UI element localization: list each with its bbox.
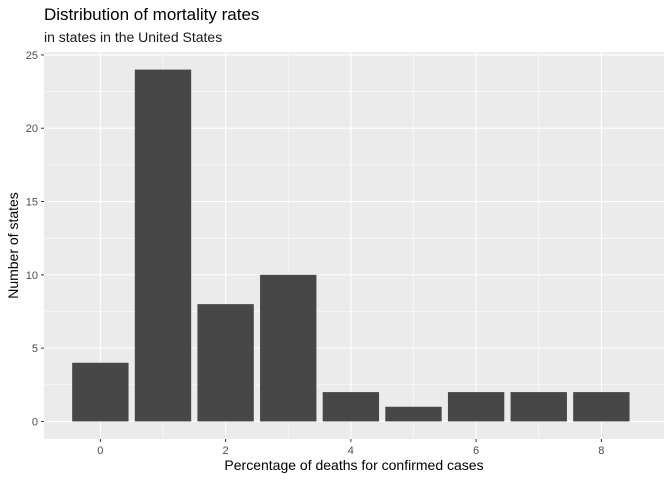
x-tick-label: 8: [598, 445, 604, 457]
y-tick-label: 0: [32, 416, 38, 428]
y-tick-label: 10: [26, 270, 38, 282]
bar: [134, 69, 192, 422]
y-axis-title: Number of states: [5, 192, 21, 299]
x-axis-title: Percentage of deaths for confirmed cases: [224, 457, 483, 473]
x-tick-label: 6: [473, 445, 479, 457]
y-tick-label: 15: [26, 197, 38, 209]
bar: [72, 362, 129, 422]
y-tick-label: 25: [26, 50, 38, 62]
bar: [510, 392, 567, 422]
x-tick-label: 0: [97, 445, 103, 457]
x-tick-label: 4: [348, 445, 354, 457]
x-axis: 0 2 4 6 8: [97, 439, 604, 457]
y-axis: 0 5 10 15 20 25: [26, 50, 44, 428]
chart-subtitle: in states in the United States: [44, 29, 223, 45]
x-tick-label: 2: [223, 445, 229, 457]
bar: [260, 274, 317, 422]
bar: [447, 392, 505, 422]
y-tick-label: 20: [26, 123, 38, 135]
bar: [322, 392, 380, 422]
bar: [197, 304, 254, 422]
bars: [72, 69, 630, 422]
chart-title: Distribution of mortality rates: [44, 5, 260, 24]
bar: [385, 406, 442, 422]
bar: [573, 392, 630, 422]
y-tick-label: 5: [32, 343, 38, 355]
